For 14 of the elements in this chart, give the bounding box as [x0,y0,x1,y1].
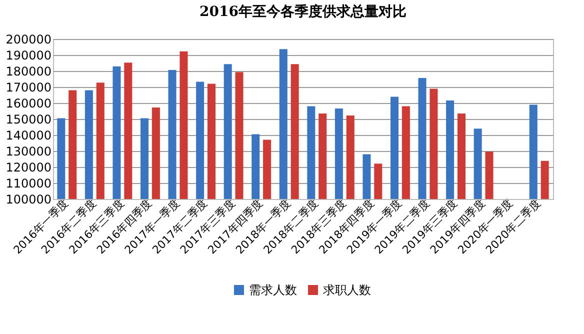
y-tick-label: 170000 [6,80,52,94]
y-tick-label: 160000 [6,96,52,110]
legend-label: 求职人数 [323,283,371,297]
y-tick-label: 140000 [6,128,52,142]
y-tick-label: 130000 [6,144,52,158]
y-tick-label: 200000 [6,32,52,46]
y-tick-label: 110000 [6,176,52,190]
y-tick-label: 120000 [6,160,52,174]
legend-label: 需求人数 [249,283,297,297]
y-tick-label: 180000 [6,64,52,78]
y-tick-label: 100000 [6,192,52,206]
y-tick-label: 190000 [6,48,52,62]
chart-title: 2016年至今各季度供求总量对比 [200,3,406,20]
y-tick-label: 150000 [6,112,52,126]
